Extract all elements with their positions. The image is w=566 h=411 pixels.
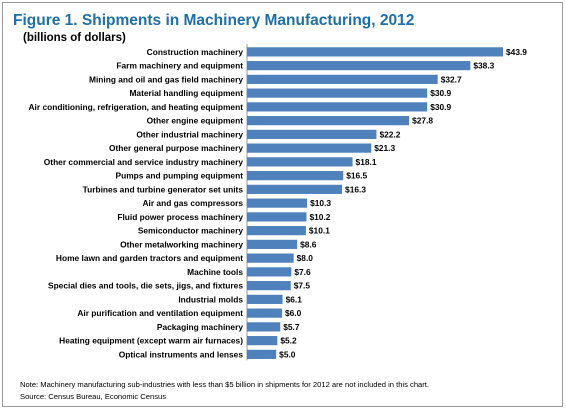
category-label: Air and gas compressors: [142, 198, 243, 208]
chart-title: Figure 1. Shipments in Machinery Manufac…: [13, 12, 415, 29]
data-label: $22.2: [379, 129, 400, 139]
bar: [247, 212, 307, 222]
category-label: Industrial molds: [178, 294, 243, 304]
category-label: Air conditioning, refrigeration, and hea…: [29, 102, 244, 112]
bar: [247, 61, 471, 71]
category-label: Other general purpose machinery: [109, 143, 243, 153]
data-label: $21.3: [374, 143, 395, 153]
bar: [247, 143, 372, 153]
category-label: Packaging machinery: [157, 322, 243, 332]
data-label: $7.5: [294, 281, 311, 291]
data-label: $6.0: [285, 308, 302, 318]
data-label: $8.6: [300, 239, 317, 249]
data-label: $30.9: [430, 102, 451, 112]
chart-source: Source: Census Bureau, Economic Census: [20, 392, 167, 401]
figure-frame: Figure 1. Shipments in Machinery Manufac…: [2, 2, 563, 407]
data-label: $5.7: [283, 322, 300, 332]
category-label: Other industrial machinery: [136, 129, 243, 139]
category-label: Special dies and tools, die sets, jigs, …: [48, 281, 243, 291]
data-label: $5.2: [280, 336, 297, 346]
category-label: Turbines and turbine generator set units: [83, 184, 244, 194]
bar: [247, 184, 343, 194]
bar: [247, 308, 282, 318]
category-label: Other metalworking machinery: [120, 239, 243, 249]
bar: [247, 253, 294, 263]
bar: [247, 294, 283, 304]
bar: [247, 198, 308, 208]
category-label: Pumps and pumping equipment: [116, 171, 244, 181]
category-label: Heating equipment (except warm air furna…: [59, 336, 243, 346]
bar: [247, 239, 298, 249]
category-label: Semiconductor machinery: [138, 226, 244, 236]
data-label: $18.1: [356, 157, 377, 167]
data-label: $30.9: [430, 88, 451, 98]
bar: [247, 336, 278, 346]
bar: [247, 47, 503, 57]
data-label: $10.2: [309, 212, 330, 222]
data-label: $7.6: [294, 267, 311, 277]
data-label: $27.8: [412, 116, 433, 126]
category-label: Mining and oil and gas field machinery: [89, 74, 243, 84]
data-label: $8.0: [297, 253, 314, 263]
bar: [247, 322, 281, 332]
bar: [247, 116, 410, 126]
bar-chart: Construction machinery $43.9 Farm machiner…: [29, 44, 527, 361]
category-label: Machine tools: [187, 267, 243, 277]
category-label: Fluid power process machinery: [117, 212, 243, 222]
category-label: Farm machinery and equipment: [116, 61, 243, 71]
bar: [247, 267, 292, 277]
category-label: Other commercial and service industry ma…: [44, 157, 244, 167]
category-label: Optical instruments and lenses: [119, 349, 244, 359]
data-label: $10.1: [309, 226, 330, 236]
bar: [247, 226, 306, 236]
category-label: Air purification and ventilation equipme…: [77, 308, 243, 318]
chart-note: Note: Machinery manufacturing sub-indust…: [20, 380, 430, 389]
data-label: $16.3: [345, 184, 366, 194]
bar: [247, 129, 377, 139]
chart-subtitle: (billions of dollars): [23, 32, 126, 44]
data-label: $6.1: [286, 294, 303, 304]
bar: [247, 349, 277, 359]
data-label: $10.3: [310, 198, 331, 208]
category-label: Other engine equipment: [147, 116, 244, 126]
bar: [247, 88, 428, 98]
data-label: $43.9: [506, 47, 527, 57]
bar: [247, 102, 428, 112]
bar: [247, 157, 353, 167]
bar: [247, 74, 438, 84]
data-label: $16.5: [346, 171, 367, 181]
data-label: $32.7: [441, 74, 462, 84]
category-label: Construction machinery: [147, 47, 244, 57]
bar: [247, 171, 344, 181]
bar: [247, 281, 291, 291]
data-label: $5.0: [279, 349, 296, 359]
data-label: $38.3: [473, 61, 494, 71]
category-label: Home lawn and garden tractors and equipm…: [56, 253, 243, 263]
category-label: Material handling equipment: [129, 88, 243, 98]
